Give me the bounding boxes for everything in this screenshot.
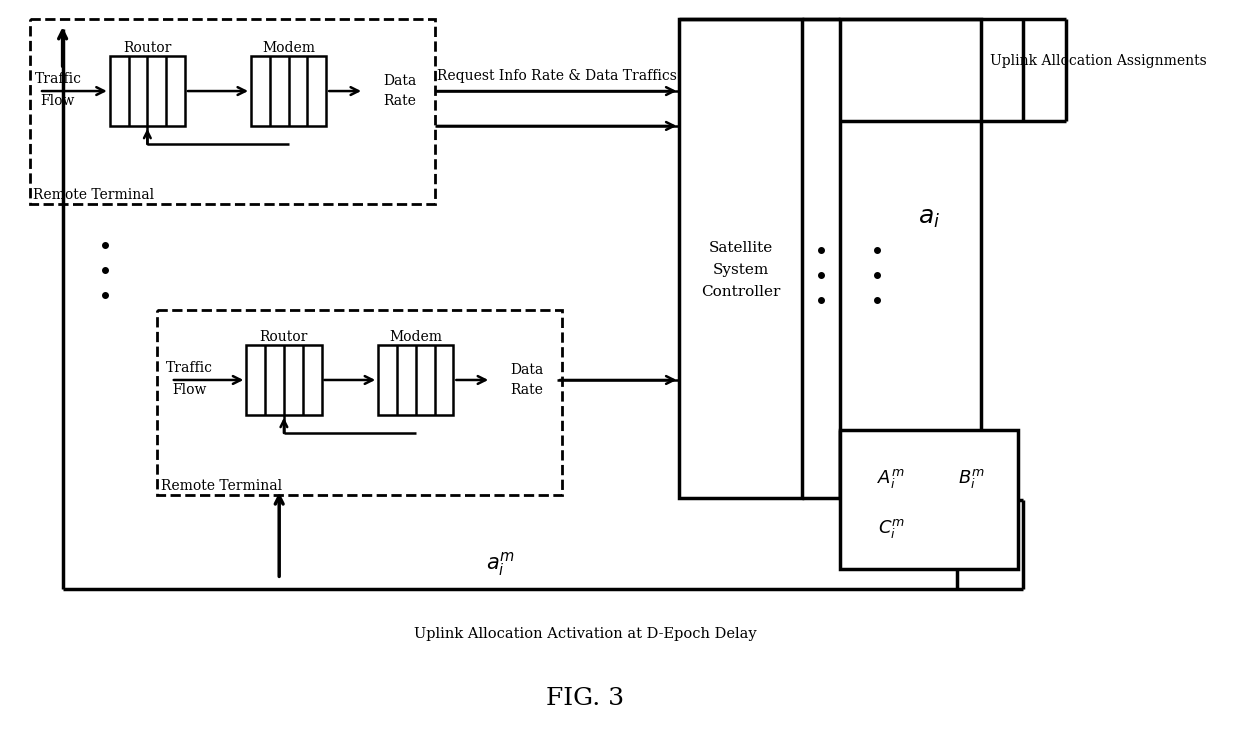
Text: Traffic: Traffic [166, 361, 213, 375]
Bar [156, 310, 562, 495]
Text: Uplink Allocation Assignments: Uplink Allocation Assignments [991, 55, 1207, 68]
Bar [109, 56, 185, 126]
Text: Uplink Allocation Activation at D-Epoch Delay: Uplink Allocation Activation at D-Epoch … [414, 627, 756, 641]
Text: Controller: Controller [701, 285, 780, 300]
Bar [30, 19, 434, 204]
Text: $A_i^m$: $A_i^m$ [878, 468, 905, 491]
Bar [839, 19, 981, 498]
Text: Rate: Rate [510, 383, 543, 397]
Text: Data: Data [383, 74, 417, 88]
Text: Remote Terminal: Remote Terminal [33, 187, 155, 202]
Text: $a_i^m$: $a_i^m$ [486, 551, 515, 578]
Text: System: System [713, 264, 769, 277]
Text: Traffic: Traffic [35, 72, 82, 86]
Bar [247, 345, 321, 415]
Bar [839, 430, 1018, 569]
Text: Routor: Routor [259, 330, 308, 344]
Text: $B_i^m$: $B_i^m$ [957, 468, 985, 491]
Text: FIG. 3: FIG. 3 [546, 687, 624, 710]
Text: Data: Data [510, 363, 543, 377]
Text: $a_i$: $a_i$ [918, 207, 940, 230]
Bar [250, 56, 326, 126]
Bar [378, 345, 454, 415]
Text: Flow: Flow [172, 383, 207, 397]
Text: Flow: Flow [41, 94, 76, 108]
Bar [680, 19, 802, 498]
Text: Satellite: Satellite [708, 241, 773, 255]
Text: Modem: Modem [389, 330, 443, 344]
Text: $C_i^m$: $C_i^m$ [878, 518, 905, 541]
Text: Modem: Modem [262, 41, 315, 55]
Text: Rate: Rate [383, 94, 415, 108]
Text: Remote Terminal: Remote Terminal [160, 479, 281, 492]
Text: Routor: Routor [123, 41, 171, 55]
Text: Request Info Rate & Data Traffics: Request Info Rate & Data Traffics [436, 69, 677, 83]
